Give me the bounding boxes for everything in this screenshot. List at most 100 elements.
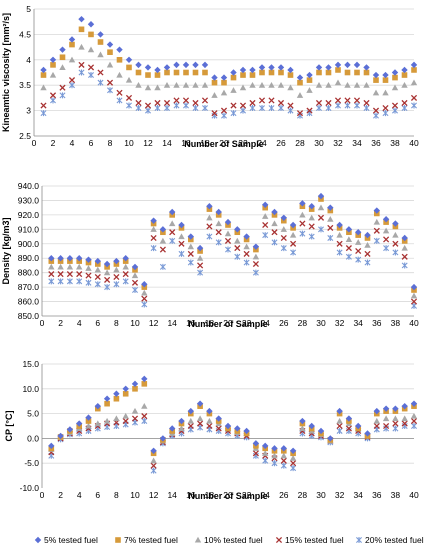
data-point [126,64,132,71]
data-point [141,418,148,425]
data-point [97,51,104,58]
data-point [287,84,294,91]
data-point [325,82,332,88]
data-point [201,61,209,69]
data-point [103,395,111,402]
y-tick-label: -10.0 [20,483,40,493]
data-point [57,263,64,270]
data-point [382,405,390,412]
data-point [411,423,417,429]
y-tick-label: 940.0 [18,181,40,191]
data-point [154,99,161,107]
data-point [48,263,55,270]
data-point [391,84,399,91]
data-point [57,255,64,262]
data-point [113,395,120,402]
data-point [363,64,370,71]
data-point [289,447,297,454]
data-point [306,107,313,114]
x-tick-label: 4 [77,490,82,500]
data-point [410,283,418,291]
x-tick-label: 18 [205,490,215,500]
x-tick-label: 28 [298,490,308,500]
data-point [141,402,148,409]
legend-item: 10% tested fuel [194,535,263,545]
y-tick-label: 5 [26,4,31,14]
data-point [68,56,76,63]
data-point [345,226,353,233]
data-point [410,417,418,425]
series-5 [40,69,417,119]
data-point [287,102,294,109]
data-point [50,97,56,104]
data-point [289,231,297,238]
data-point [336,407,343,415]
data-point [178,250,185,257]
data-point [392,425,399,432]
data-point [401,244,408,251]
data-point [335,67,341,73]
data-point [315,99,323,107]
data-point [163,82,171,88]
data-point [299,200,306,207]
data-point [372,71,380,79]
data-point [234,245,241,252]
data-point [271,239,278,246]
x-axis-title: Number of Sample [184,139,264,149]
data-point [122,255,129,262]
data-point [271,220,278,227]
data-point [211,92,218,98]
x-tick-label: 10 [130,318,140,328]
data-point [76,255,83,262]
data-point [135,69,142,76]
x-tick-label: 22 [242,490,252,500]
x-tick-label: 30 [314,138,324,148]
data-point [410,400,418,407]
data-point [401,402,408,410]
data-point [49,71,57,78]
data-point [287,66,294,74]
data-point [355,239,362,245]
x-tick-label: 6 [95,318,100,328]
data-point [103,260,111,268]
data-point [40,102,47,109]
data-point [211,79,218,86]
data-point [410,61,418,69]
data-point [234,425,241,432]
chart-panel-1: 2.533.544.550 2 4 6 8 10 12 14 16 18 20 22 24 26 28 30 3… [1,4,419,149]
data-point [268,105,275,112]
x-tick-label: 20 [223,490,233,500]
x-tick-label: 20 [223,318,233,328]
data-point [206,214,213,221]
data-point [240,72,246,78]
data-point [308,223,315,230]
data-point [183,102,189,109]
data-point [243,233,250,240]
data-point [150,447,157,454]
data-point [280,234,287,242]
x-tick-label: 26 [279,490,289,500]
data-point [135,99,142,107]
data-point [48,442,55,450]
data-point [391,69,399,76]
data-point [325,105,332,112]
data-point [159,246,166,253]
data-point [280,457,287,464]
data-point [169,229,176,236]
x-tick-label: 10 [124,138,134,148]
data-point [262,221,269,229]
y-tick-label: 870.0 [18,282,40,292]
data-point [169,208,176,216]
data-point [277,64,285,71]
legend-marker [356,537,362,543]
data-point [271,452,278,459]
y-tick-label: 890.0 [18,253,40,263]
data-point [230,102,237,109]
x-tick-label: 38 [390,138,400,148]
data-point [59,92,66,99]
data-point [135,105,142,112]
data-point [57,271,64,278]
data-point [308,422,315,430]
data-point [392,220,399,227]
data-point [141,413,148,420]
